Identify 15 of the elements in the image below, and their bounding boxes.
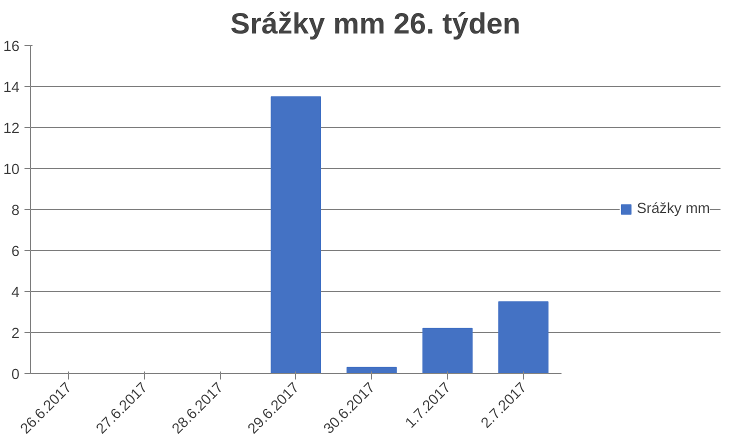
legend-label: Srážky mm xyxy=(636,201,710,217)
y-tick-label: 2 xyxy=(11,326,20,342)
y-tick-label: 14 xyxy=(3,80,20,96)
y-tick-label: 6 xyxy=(11,244,20,260)
y-tick-label: 0 xyxy=(11,367,20,383)
y-tick-label: 4 xyxy=(11,285,20,301)
bar xyxy=(422,328,473,374)
y-tick-label: 10 xyxy=(3,162,20,178)
y-tick-label: 12 xyxy=(3,121,20,137)
bar xyxy=(270,96,322,374)
bar xyxy=(498,301,548,374)
y-tick-label: 16 xyxy=(3,39,20,55)
y-tick-label: 8 xyxy=(11,203,20,219)
bar xyxy=(346,366,397,374)
chart-title: Srážky mm 26. týden xyxy=(230,8,521,40)
